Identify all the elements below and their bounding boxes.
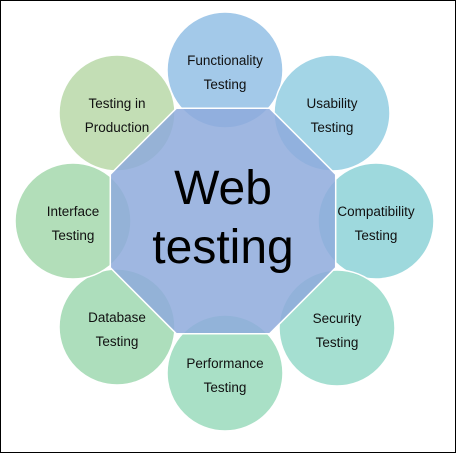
node-compatibility-label-line-1: Compatibility xyxy=(337,204,415,219)
node-interface-label-line-1: Interface xyxy=(47,204,100,219)
node-usability-label-line-1: Usability xyxy=(306,96,357,111)
node-database-label-line-2: Testing xyxy=(96,334,139,349)
node-database-label-line-1: Database xyxy=(88,310,146,325)
node-production-label-line-1: Testing in xyxy=(88,96,145,111)
node-interface-label-line-2: Testing xyxy=(52,228,95,243)
node-security-circle xyxy=(278,269,396,387)
node-security-label-line-2: Testing xyxy=(316,335,359,350)
node-usability-label-line-2: Testing xyxy=(311,120,354,135)
node-performance-label-line-2: Testing xyxy=(204,380,247,395)
node-security-label-line-1: Security xyxy=(313,311,362,326)
center-octagon xyxy=(109,107,337,335)
node-compatibility: Compatibility Testing xyxy=(317,162,435,280)
node-performance: Performance Testing xyxy=(166,314,284,432)
center-title-line-2: testing xyxy=(152,221,293,274)
node-functionality: Functionality Testing xyxy=(166,11,284,129)
node-production-label-line-2: Production xyxy=(85,120,150,135)
center-title-line-1: Web xyxy=(174,162,272,215)
node-compatibility-label-line-2: Testing xyxy=(355,228,398,243)
node-functionality-label-line-2: Testing xyxy=(204,77,247,92)
node-security: Security Testing xyxy=(278,269,396,387)
node-interface: Interface Testing xyxy=(14,162,132,280)
node-functionality-label-line-1: Functionality xyxy=(187,53,263,68)
node-performance-label-line-1: Performance xyxy=(186,356,263,371)
center-node: Web testing xyxy=(109,107,337,335)
